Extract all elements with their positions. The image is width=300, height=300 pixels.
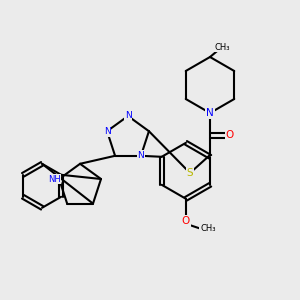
Text: O: O — [226, 130, 234, 140]
Text: N: N — [206, 108, 214, 118]
Text: S: S — [187, 168, 193, 178]
Text: N: N — [138, 151, 144, 160]
Text: N: N — [104, 127, 110, 136]
Text: O: O — [182, 216, 190, 226]
Text: NH: NH — [48, 175, 61, 184]
Text: N: N — [124, 112, 131, 121]
Text: CH₃: CH₃ — [200, 224, 216, 233]
Text: CH₃: CH₃ — [214, 43, 230, 52]
